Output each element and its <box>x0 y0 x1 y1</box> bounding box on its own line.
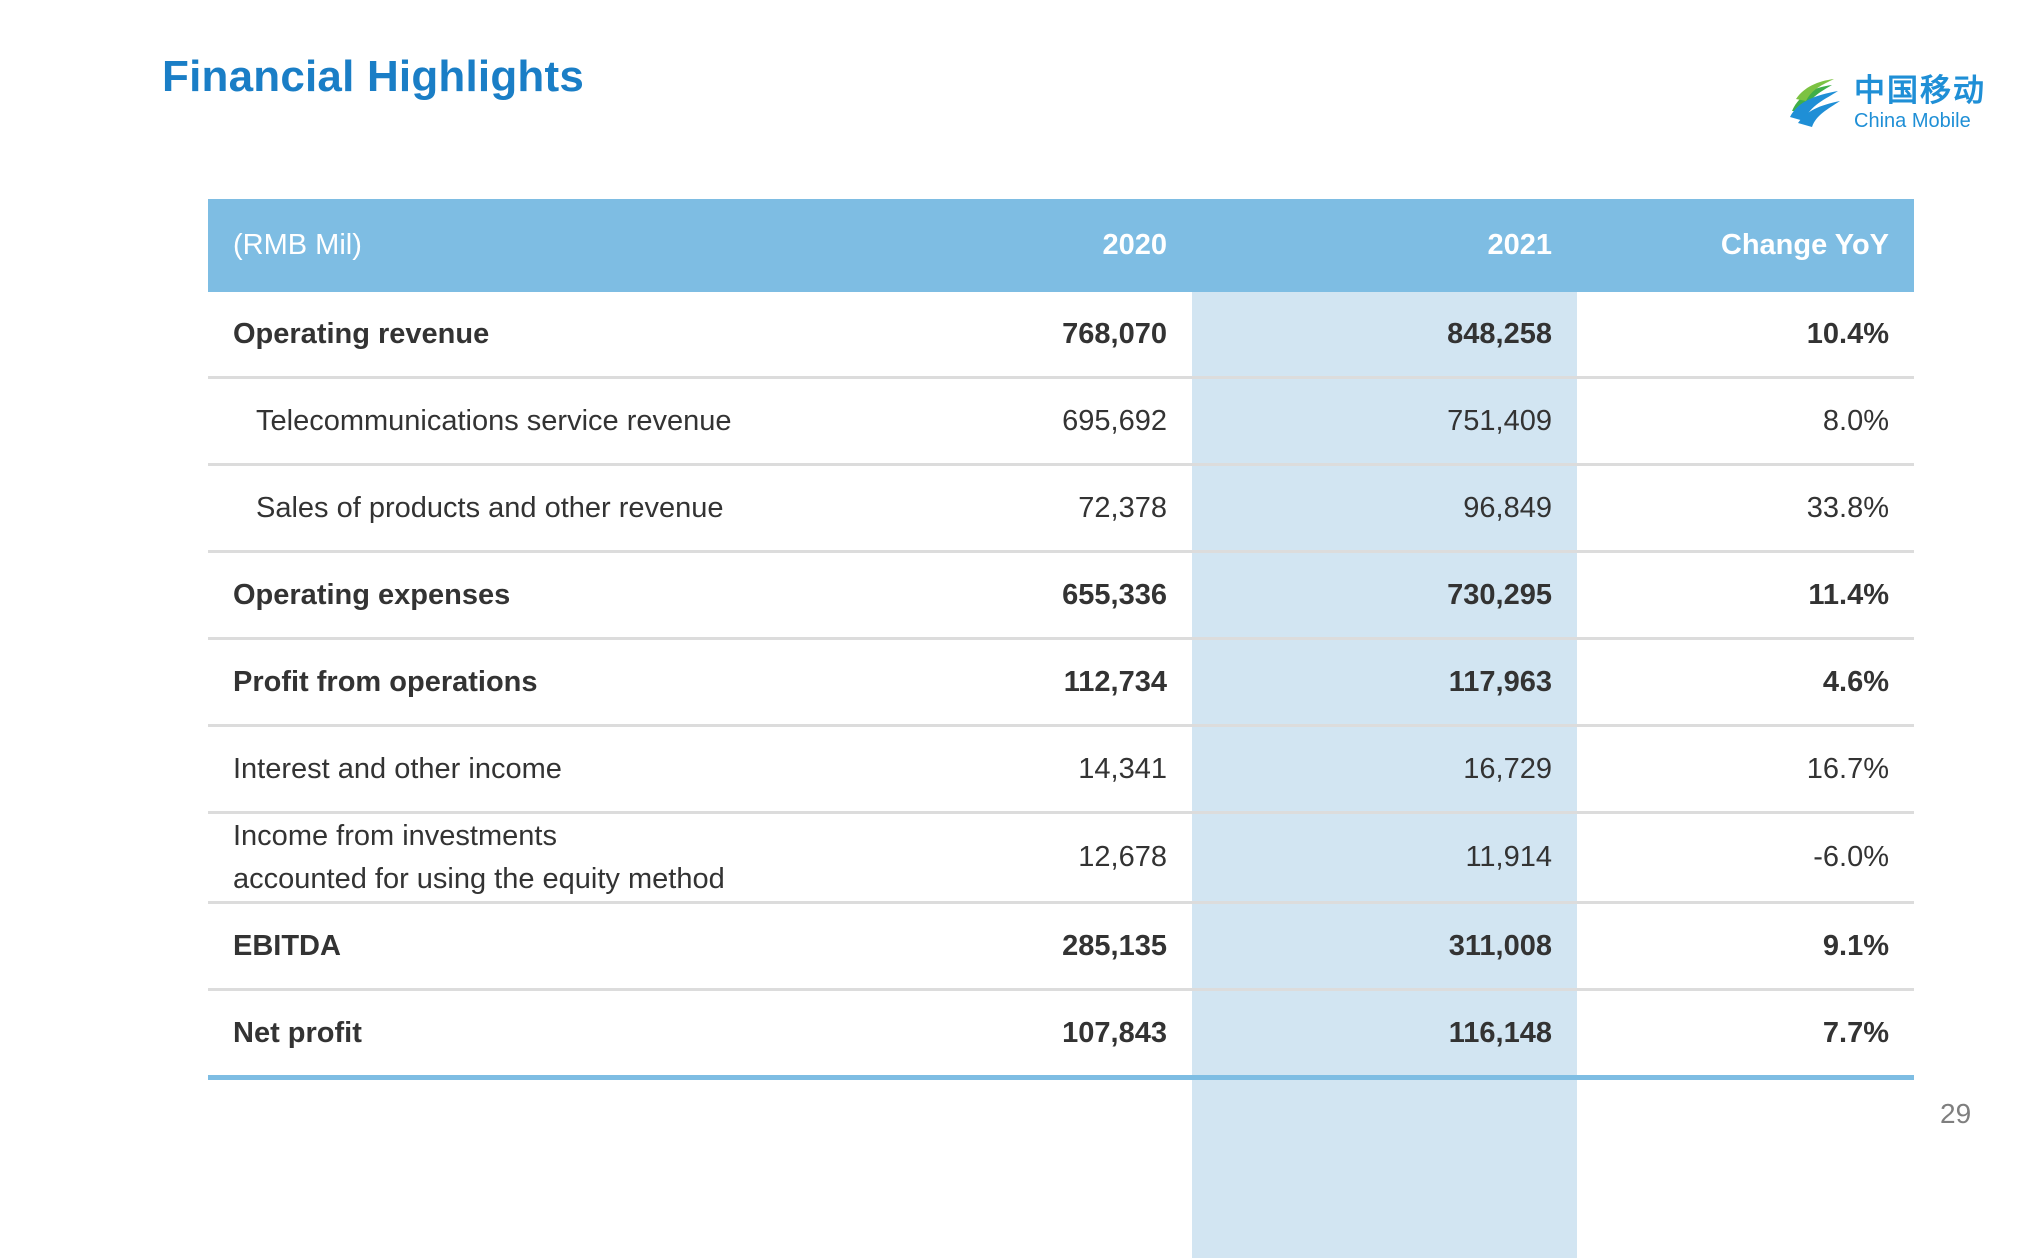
cell-2021: 311,008 <box>1448 929 1552 962</box>
row-label-line2: accounted for using the equity method <box>233 862 725 895</box>
row-label: Operating expenses <box>233 578 511 611</box>
row-label: Net profit <box>233 1016 362 1049</box>
row-label: Income from investments accounted for us… <box>208 820 948 896</box>
cell-change: 7.7% <box>1822 1016 1889 1049</box>
header-2021: 2021 <box>1487 229 1552 261</box>
cell-change: 33.8% <box>1806 491 1889 524</box>
cell-2021: 848,258 <box>1447 317 1552 350</box>
header-unit: (RMB Mil) <box>233 229 362 261</box>
row-label: Interest and other income <box>233 752 562 785</box>
logo-english-text: China Mobile <box>1854 109 1971 132</box>
table-row: EBITDA 285,135 311,008 9.1% <box>208 904 1914 991</box>
table-row: Operating revenue 768,070 848,258 10.4% <box>208 292 1914 379</box>
cell-2020: 72,378 <box>1078 491 1167 524</box>
cell-2021: 751,409 <box>1447 404 1552 437</box>
cell-change: 11.4% <box>1808 578 1889 611</box>
china-mobile-logo-icon <box>1790 79 1840 127</box>
cell-2020: 655,336 <box>1062 578 1167 611</box>
header-2020: 2020 <box>1102 229 1167 261</box>
cell-2021: 730,295 <box>1447 578 1552 611</box>
cell-2020: 695,692 <box>1062 404 1167 437</box>
header-change: Change YoY <box>1720 229 1889 261</box>
page-number: 29 <box>1940 1098 1972 1129</box>
china-mobile-logo: 中国移动 China Mobile <box>1782 68 1987 138</box>
financial-table: (RMB Mil) 2020 2021 Change YoY Operating… <box>208 199 1914 1258</box>
table-row: Telecommunications service revenue 695,6… <box>208 379 1914 466</box>
row-label: Sales of products and other revenue <box>256 491 724 524</box>
row-label-line1: Income from investments <box>233 819 557 852</box>
table-row: Income from investments accounted for us… <box>208 814 1914 904</box>
row-label: Telecommunications service revenue <box>256 404 732 437</box>
cell-change: 8.0% <box>1822 404 1889 437</box>
cell-change: -6.0% <box>1813 841 1889 873</box>
cell-change: 4.6% <box>1822 665 1889 698</box>
cell-2021: 117,963 <box>1448 665 1552 698</box>
row-label: Profit from operations <box>233 665 538 698</box>
cell-change: 10.4% <box>1806 317 1889 350</box>
table-row: Interest and other income 14,341 16,729 … <box>208 727 1914 814</box>
cell-2021: 96,849 <box>1463 491 1552 524</box>
cell-2020: 12,678 <box>1078 841 1167 873</box>
cell-2020: 107,843 <box>1062 1016 1167 1049</box>
row-label: EBITDA <box>233 929 341 962</box>
cell-change: 16.7% <box>1806 752 1889 785</box>
table-row: Net profit 107,843 116,148 7.7% <box>208 991 1914 1080</box>
cell-change: 9.1% <box>1822 929 1889 962</box>
cell-2020: 112,734 <box>1063 665 1167 698</box>
cell-2020: 768,070 <box>1062 317 1167 350</box>
cell-2020: 14,341 <box>1078 752 1167 785</box>
table-row: Operating expenses 655,336 730,295 11.4% <box>208 553 1914 640</box>
page-title: Financial Highlights <box>162 52 585 101</box>
table-row: Sales of products and other revenue 72,3… <box>208 466 1914 553</box>
table-row: Profit from operations 112,734 117,963 4… <box>208 640 1914 727</box>
cell-2021: 16,729 <box>1463 752 1552 785</box>
logo-chinese-text: 中国移动 <box>1854 72 1986 109</box>
table-header: (RMB Mil) 2020 2021 Change YoY <box>208 199 1914 292</box>
cell-2021: 11,914 <box>1465 841 1552 873</box>
cell-2020: 285,135 <box>1062 929 1167 962</box>
highlight-column-2021 <box>1192 292 1577 1258</box>
row-label: Operating revenue <box>233 317 490 350</box>
cell-2021: 116,148 <box>1448 1016 1552 1049</box>
